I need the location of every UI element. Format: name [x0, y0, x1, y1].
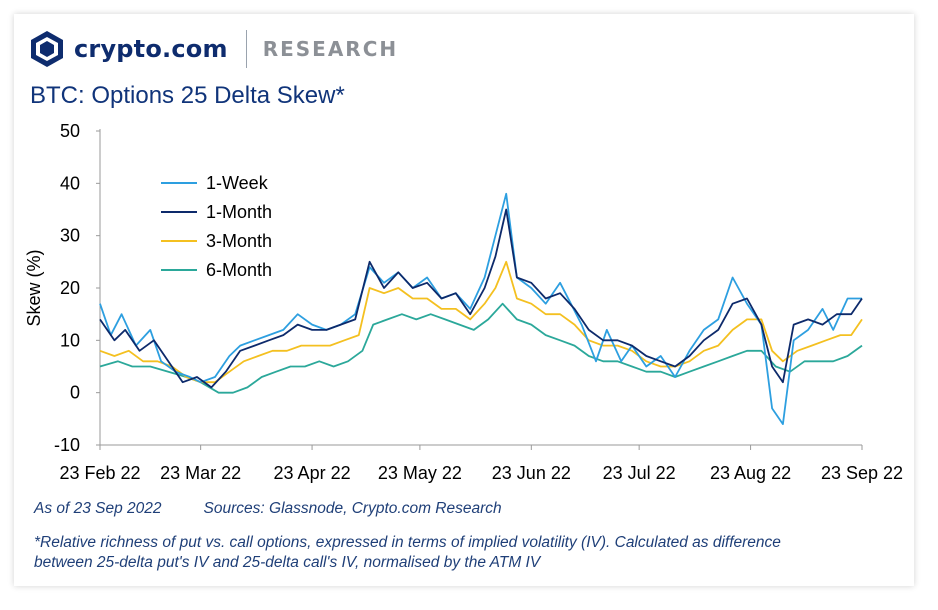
x-tick-label: 23 Feb 22	[59, 463, 140, 483]
x-tick-label: 23 Jul 22	[603, 463, 676, 483]
y-tick-label: 10	[60, 330, 80, 350]
brand-divider	[245, 30, 247, 68]
y-tick-label: 50	[60, 121, 80, 141]
y-tick-label: -10	[54, 435, 80, 455]
y-tick-label: 40	[60, 173, 80, 193]
x-tick-label: 23 Mar 22	[160, 463, 241, 483]
sources-note: Sources: Glassnode, Crypto.com Research	[203, 500, 502, 517]
legend-label: 3-Month	[206, 231, 272, 251]
brand-name: crypto.com	[74, 35, 228, 63]
footer-line: As of 23 Sep 2022 Sources: Glassnode, Cry…	[34, 500, 502, 518]
series-line-1-month	[99, 208, 863, 389]
series-line-6-month	[99, 302, 863, 394]
series-line-1-week	[99, 192, 862, 426]
x-tick-label: 23 Aug 22	[710, 463, 791, 483]
brand-header: crypto.com RESEARCH	[30, 28, 398, 70]
y-axis-title: Skew (%)	[24, 249, 44, 326]
brand-section: RESEARCH	[262, 37, 399, 61]
legend-label: 1-Week	[206, 173, 269, 193]
x-tick-label: 23 May 22	[378, 463, 462, 483]
series-line-3-month	[99, 260, 863, 384]
x-tick-label: 23 Sep 22	[821, 463, 903, 483]
legend-label: 1-Month	[206, 202, 272, 222]
as-of-date: As of 23 Sep 2022	[34, 500, 162, 517]
crypto-logo-icon	[31, 31, 63, 67]
y-tick-label: 0	[70, 383, 80, 403]
chart-card	[14, 14, 914, 586]
legend-label: 6-Month	[206, 260, 272, 280]
footnote: *Relative richness of put vs. call optio…	[34, 534, 781, 571]
chart-title: BTC: Options 25 Delta Skew*	[30, 82, 345, 109]
y-tick-label: 20	[60, 278, 80, 298]
skew-chart: -10 0 10 20 30 40 50 23 Feb 22 23 Mar 22 23 Apr 2…	[24, 121, 903, 483]
y-tick-label: 30	[60, 226, 80, 246]
x-tick-label: 23 Apr 22	[274, 463, 351, 483]
x-tick-label: 23 Jun 22	[492, 463, 571, 483]
